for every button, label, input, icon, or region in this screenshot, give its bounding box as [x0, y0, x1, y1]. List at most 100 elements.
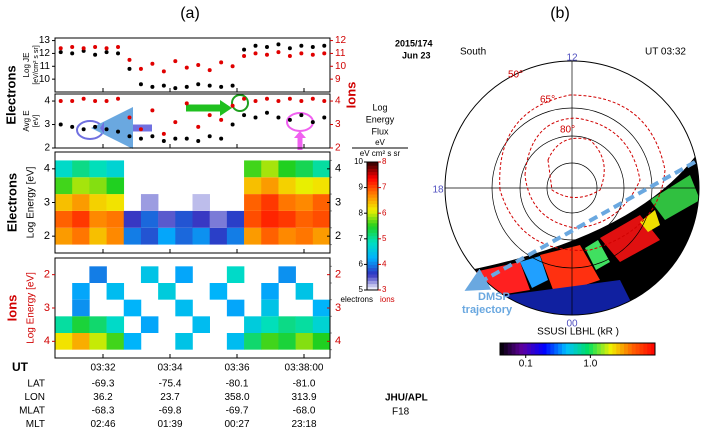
row-label: MLT: [26, 419, 45, 428]
data-dot: [70, 124, 75, 129]
x-tick-label: 03:34: [157, 363, 182, 374]
heat-cell: [123, 299, 142, 317]
data-dot: [173, 86, 178, 91]
data-dot: [299, 51, 304, 56]
cell: 01:39: [157, 419, 182, 428]
cell: -75.4: [159, 379, 182, 390]
colorbar-tick-label: 4: [382, 260, 387, 269]
colorbar-step: [367, 165, 378, 169]
y2-tick-label: 4: [335, 335, 341, 347]
data-dot: [81, 46, 86, 51]
heat-cell: [55, 210, 73, 228]
heat-cell: [244, 177, 262, 195]
colorbar-step: [367, 254, 378, 259]
colorbar-step: [367, 270, 378, 275]
heat-cell: [295, 333, 314, 350]
data-dot: [276, 115, 281, 120]
y2-tick-label: 4: [335, 163, 341, 175]
colorbar-step: [635, 343, 640, 355]
data-dot: [161, 138, 166, 143]
colorbar-step: [367, 190, 378, 195]
data-dot: [219, 136, 224, 141]
colorbar-step: [367, 206, 378, 211]
data-dot: [264, 52, 269, 57]
colorbar-step: [562, 343, 567, 355]
colorbar-step: [367, 242, 378, 246]
data-dot: [287, 96, 292, 101]
data-dot: [184, 84, 189, 89]
cell: 00:27: [224, 419, 249, 428]
y-tick-label: 2: [44, 230, 50, 242]
colorbar-step: [624, 343, 629, 355]
data-dot: [287, 54, 292, 58]
heat-cell: [55, 333, 73, 350]
data-dot: [93, 99, 98, 104]
data-dot: [104, 46, 109, 51]
data-dot: [184, 136, 189, 141]
heat-cell: [72, 299, 90, 317]
data-dot: [196, 138, 201, 143]
y2-tick-label: 2: [335, 269, 341, 281]
data-dot: [161, 83, 166, 88]
colorbar-step: [507, 343, 513, 355]
data-dot: [230, 122, 235, 127]
cell: 358.0: [224, 392, 249, 403]
heat-cell: [106, 177, 125, 195]
data-dot: [207, 83, 212, 88]
heat-cell: [106, 210, 125, 228]
data-dot: [70, 45, 75, 49]
heat-cell: [278, 333, 296, 350]
colorbar-step: [565, 343, 571, 355]
cell: 02:46: [90, 419, 115, 428]
data-dot: [138, 136, 143, 141]
data-dot: [253, 51, 258, 56]
y-tick-label: 4: [44, 163, 50, 175]
data-dot: [173, 136, 178, 141]
data-dot: [310, 45, 315, 49]
day: Jun 23: [402, 50, 431, 60]
colorbar-tick-label: 3: [382, 285, 387, 294]
y-tick-label: 10: [39, 74, 51, 85]
x-tick-label: 03:36: [224, 363, 249, 374]
colorbar-step: [581, 343, 586, 355]
data-dot: [253, 99, 258, 104]
colorbar-tick-label: 8: [382, 157, 387, 166]
heat-cell: [209, 227, 228, 245]
heat-cell: [261, 283, 279, 300]
colorbar-step: [367, 258, 378, 262]
heat-cell: [278, 194, 296, 211]
colorbar-step: [527, 343, 532, 355]
heat-cell: [295, 160, 314, 178]
electrons-label: Electrons: [3, 65, 18, 124]
ut-label: UT: [12, 360, 29, 374]
data-dot: [81, 96, 86, 101]
colorbar-step: [367, 248, 378, 253]
heat-cell: [89, 177, 107, 195]
colorbar-step: [367, 197, 378, 201]
heat-cell: [175, 333, 193, 350]
colorbar-step: [534, 343, 540, 355]
heat-cell: [312, 316, 331, 333]
heat-cell: [55, 227, 73, 245]
ions-label: Ions: [343, 82, 358, 109]
y2-tick-label: 4: [335, 96, 341, 107]
heat-cell: [72, 227, 90, 245]
cell: -68.3: [92, 406, 115, 417]
colorbar-step: [367, 283, 378, 288]
data-dot: [127, 66, 132, 71]
colorbar-tick-label: 6: [359, 260, 364, 269]
heat-cell: [261, 227, 279, 245]
data-dot: [276, 50, 281, 55]
colorbar-step: [367, 210, 378, 214]
colorbar-step: [367, 216, 378, 221]
heat-cell: [244, 160, 262, 178]
colorbar-step: [554, 343, 559, 355]
heat-cell: [226, 333, 245, 350]
heat-cell: [244, 227, 262, 245]
colorbar-unit: eV: [375, 138, 385, 147]
heat-cell: [175, 299, 193, 317]
data-dot: [81, 127, 86, 132]
colorbar-step: [577, 343, 582, 355]
data-dot: [127, 115, 132, 120]
data-dot: [264, 96, 269, 101]
